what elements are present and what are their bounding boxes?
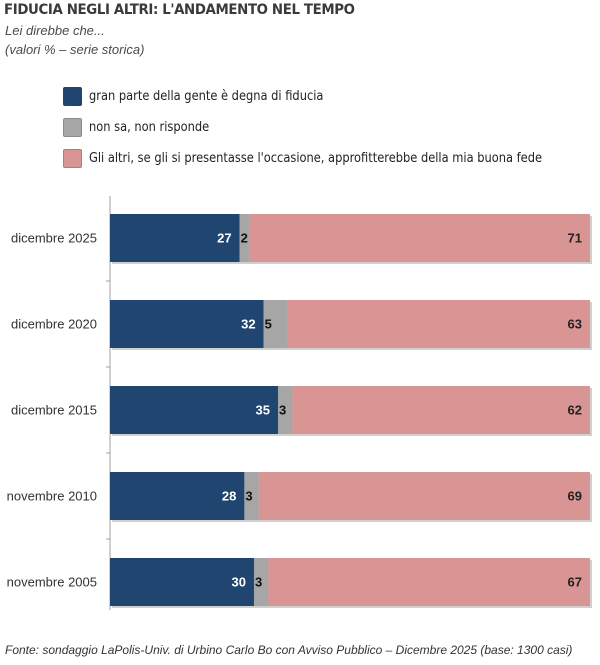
bar-segment-trust-novembre-2010 <box>110 472 245 520</box>
bar-segment-distrust-dicembre-2025 <box>249 214 590 262</box>
category-label-dicembre-2020: dicembre 2020 <box>11 317 97 332</box>
bar-segment-distrust-dicembre-2020 <box>287 300 590 348</box>
data-label-distrust-dicembre-2025: 71 <box>568 231 582 246</box>
data-label-distrust-dicembre-2015: 62 <box>568 403 582 418</box>
legend-label-distrust: Gli altri, se gli si presentasse l'occas… <box>89 150 542 166</box>
chart-subtitle: Lei direbbe che... <box>5 23 105 38</box>
bar-segment-trust-dicembre-2020 <box>110 300 264 348</box>
data-label-trust-dicembre-2020: 32 <box>241 317 255 332</box>
chart-title: FIDUCIA NEGLI ALTRI: L'ANDAMENTO NEL TEM… <box>4 2 355 18</box>
data-label-dont-know-novembre-2005: 3 <box>255 575 262 590</box>
data-label-dont-know-dicembre-2025: 2 <box>241 231 248 246</box>
data-label-trust-novembre-2005: 30 <box>232 575 246 590</box>
category-label-novembre-2010: novembre 2010 <box>7 489 97 504</box>
bar-segment-trust-novembre-2005 <box>110 558 254 606</box>
bar-segment-dont-know-novembre-2005 <box>254 558 269 606</box>
legend-swatch-distrust <box>63 148 82 168</box>
bar-segment-trust-dicembre-2015 <box>110 386 278 434</box>
legend-swatch-dont-know <box>63 117 82 137</box>
bar-segment-distrust-novembre-2005 <box>268 558 590 606</box>
bar-segment-distrust-dicembre-2015 <box>292 386 590 434</box>
data-label-distrust-novembre-2010: 69 <box>568 489 582 504</box>
chart-subtitle-units: (valori % – serie storica) <box>5 42 145 57</box>
data-label-trust-novembre-2010: 28 <box>222 489 236 504</box>
data-label-distrust-dicembre-2020: 63 <box>568 317 582 332</box>
legend-item-trust: gran parte della gente è degna di fiduci… <box>63 86 600 106</box>
category-label-novembre-2005: novembre 2005 <box>7 575 97 590</box>
legend-item-distrust: Gli altri, se gli si presentasse l'occas… <box>63 148 600 168</box>
legend-swatch-trust <box>63 86 82 106</box>
legend-label-trust: gran parte della gente è degna di fiduci… <box>89 88 324 104</box>
data-label-trust-dicembre-2025: 27 <box>217 231 231 246</box>
source-note: Fonte: sondaggio LaPolis-Univ. di Urbino… <box>5 643 573 657</box>
bar-segment-dont-know-dicembre-2020 <box>263 300 288 348</box>
legend: gran parte della gente è degna di fiduci… <box>63 86 600 179</box>
bar-segment-distrust-novembre-2010 <box>258 472 590 520</box>
data-label-trust-dicembre-2015: 35 <box>256 403 270 418</box>
data-label-dont-know-dicembre-2020: 5 <box>265 317 272 332</box>
data-label-dont-know-dicembre-2015: 3 <box>279 403 286 418</box>
bar-segment-dont-know-dicembre-2025 <box>239 214 250 262</box>
bar-segment-dont-know-dicembre-2015 <box>278 386 293 434</box>
legend-item-dont-know: non sa, non risponde <box>63 117 600 137</box>
bar-segment-trust-dicembre-2025 <box>110 214 240 262</box>
bar-segment-dont-know-novembre-2010 <box>244 472 259 520</box>
data-label-distrust-novembre-2005: 67 <box>568 575 582 590</box>
category-label-dicembre-2025: dicembre 2025 <box>11 231 97 246</box>
legend-label-dont-know: non sa, non risponde <box>89 119 210 135</box>
data-label-dont-know-novembre-2010: 3 <box>245 489 252 504</box>
category-label-dicembre-2015: dicembre 2015 <box>11 403 97 418</box>
